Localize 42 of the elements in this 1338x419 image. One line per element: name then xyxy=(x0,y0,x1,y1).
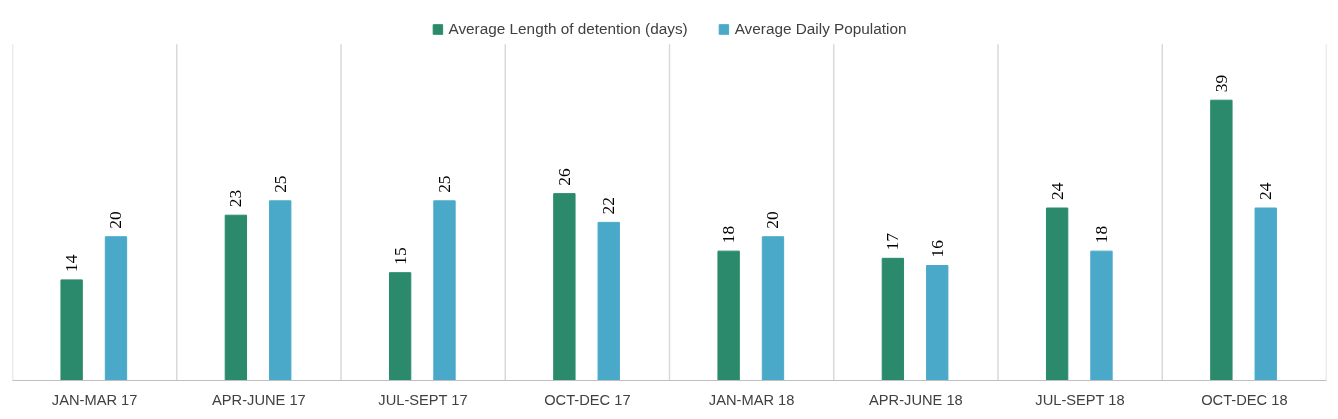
x-tick-label: JAN-MAR 18 xyxy=(708,391,795,408)
bar xyxy=(1090,250,1113,381)
data-label: 14 xyxy=(62,254,82,272)
bar xyxy=(597,221,620,381)
data-label: 25 xyxy=(434,175,454,193)
bar xyxy=(553,193,576,381)
bar xyxy=(717,250,740,381)
bar xyxy=(60,279,83,381)
data-label: 15 xyxy=(390,247,410,265)
bar xyxy=(761,236,785,381)
data-label: 22 xyxy=(599,197,619,215)
bar xyxy=(269,200,292,381)
data-label: 17 xyxy=(883,232,903,251)
bar xyxy=(1045,207,1069,381)
bar xyxy=(881,257,905,381)
data-label: 23 xyxy=(226,189,246,208)
data-label: 18 xyxy=(1091,225,1111,244)
bar xyxy=(388,272,412,381)
bar xyxy=(1254,207,1277,381)
data-label: 39 xyxy=(1211,74,1231,93)
data-label: 26 xyxy=(554,167,574,186)
x-tick-label: OCT-DEC 18 xyxy=(1201,391,1288,408)
bar xyxy=(433,200,456,381)
bar xyxy=(1210,99,1233,381)
data-label: 20 xyxy=(763,211,783,229)
legend-label: Average Length of detention (days) xyxy=(448,20,688,38)
data-label: 25 xyxy=(270,175,290,193)
data-label: 24 xyxy=(1047,182,1067,201)
x-tick-label: JUL-SEPT 18 xyxy=(1035,391,1125,408)
x-tick-label: OCT-DEC 17 xyxy=(544,391,631,408)
bar xyxy=(926,265,949,381)
x-tick-label: JAN-MAR 17 xyxy=(51,391,138,408)
data-label: 20 xyxy=(106,211,126,229)
bar xyxy=(224,214,248,381)
bar xyxy=(104,236,128,381)
x-tick-label: APR-JUNE 17 xyxy=(212,391,306,408)
data-label: 24 xyxy=(1256,182,1276,201)
x-tick-label: JUL-SEPT 17 xyxy=(378,391,468,408)
x-tick-label: APR-JUNE 18 xyxy=(869,391,963,408)
legend-label: Average Daily Population xyxy=(734,20,907,38)
data-label: 16 xyxy=(927,239,947,258)
data-label: 18 xyxy=(719,225,739,244)
